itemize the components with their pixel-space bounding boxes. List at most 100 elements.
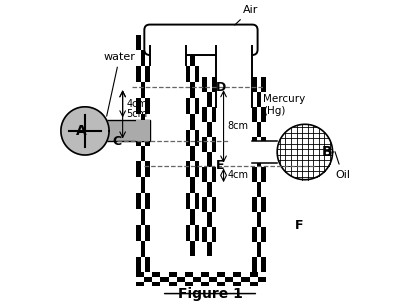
Bar <box>195 225 200 241</box>
Bar <box>209 277 217 282</box>
FancyBboxPatch shape <box>144 25 257 55</box>
Text: D: D <box>215 81 226 94</box>
Bar <box>217 277 225 282</box>
Bar <box>202 92 207 107</box>
Bar <box>144 272 152 277</box>
Bar <box>190 161 195 177</box>
Bar <box>202 77 207 92</box>
Bar <box>145 98 150 114</box>
Bar <box>201 282 209 286</box>
Bar <box>225 282 234 286</box>
Bar <box>249 277 257 282</box>
Bar <box>136 146 141 161</box>
Bar <box>141 35 145 50</box>
Bar <box>207 182 212 197</box>
Bar <box>207 137 212 152</box>
Bar <box>257 152 261 167</box>
Bar <box>212 212 216 227</box>
Bar <box>145 177 150 193</box>
Bar <box>195 114 200 130</box>
Bar <box>141 82 145 98</box>
Bar <box>207 152 212 167</box>
Bar <box>136 35 141 50</box>
Bar <box>168 277 177 282</box>
Bar <box>257 197 261 212</box>
Bar <box>186 257 190 272</box>
Bar <box>195 82 200 98</box>
Bar <box>261 182 266 197</box>
Bar <box>186 82 190 98</box>
Bar <box>257 257 261 272</box>
Bar <box>207 257 212 272</box>
Bar <box>216 45 252 107</box>
Bar <box>186 225 190 241</box>
Bar <box>144 277 152 282</box>
Bar <box>212 197 216 212</box>
Bar <box>136 257 141 272</box>
Bar <box>136 130 141 146</box>
Bar <box>207 92 212 107</box>
Bar <box>141 257 145 272</box>
Bar <box>152 277 160 282</box>
Bar <box>141 50 145 66</box>
Bar <box>136 50 141 66</box>
Bar <box>225 272 234 277</box>
Bar <box>257 107 261 122</box>
Bar <box>202 182 207 197</box>
Bar <box>160 282 168 286</box>
Bar <box>202 242 207 257</box>
Bar <box>212 182 216 197</box>
Text: F: F <box>294 219 303 232</box>
Text: Oil: Oil <box>335 152 350 180</box>
Bar <box>145 257 150 272</box>
Bar <box>252 107 257 122</box>
Bar <box>261 152 266 167</box>
Bar <box>202 167 207 182</box>
Bar <box>160 272 168 277</box>
Text: 8cm: 8cm <box>227 121 248 131</box>
Bar <box>195 193 200 209</box>
Bar <box>177 282 185 286</box>
Bar <box>136 82 141 98</box>
Bar <box>212 167 216 182</box>
Bar <box>141 146 145 161</box>
Bar <box>207 167 212 182</box>
Bar <box>257 122 261 137</box>
Bar <box>202 137 207 152</box>
Bar <box>252 140 278 164</box>
Bar <box>202 197 207 212</box>
Bar <box>145 209 150 225</box>
Bar <box>252 77 257 92</box>
Bar <box>141 161 145 177</box>
Bar <box>190 66 195 82</box>
Bar <box>216 77 252 272</box>
Bar <box>241 282 249 286</box>
Bar <box>217 272 225 277</box>
Bar <box>202 227 207 242</box>
Bar <box>136 120 150 141</box>
Bar <box>190 98 195 114</box>
Bar <box>136 272 144 277</box>
Bar <box>186 98 190 114</box>
Bar <box>145 130 150 146</box>
Bar <box>141 209 145 225</box>
Bar <box>209 282 217 286</box>
Bar <box>136 241 141 257</box>
Bar <box>212 152 216 167</box>
Bar <box>261 197 266 212</box>
Bar <box>193 282 201 286</box>
Bar <box>217 282 225 286</box>
Bar <box>207 197 212 212</box>
Bar <box>252 167 257 182</box>
Bar <box>257 167 261 182</box>
Text: 4cm: 4cm <box>126 99 147 109</box>
Text: A: A <box>76 124 87 138</box>
Text: 5cm: 5cm <box>126 109 147 119</box>
Bar <box>177 277 185 282</box>
Bar <box>136 282 144 286</box>
Bar <box>195 50 200 66</box>
Bar <box>207 227 212 242</box>
Text: Figure 1: Figure 1 <box>178 287 242 301</box>
Bar <box>202 212 207 227</box>
Bar <box>209 272 217 277</box>
